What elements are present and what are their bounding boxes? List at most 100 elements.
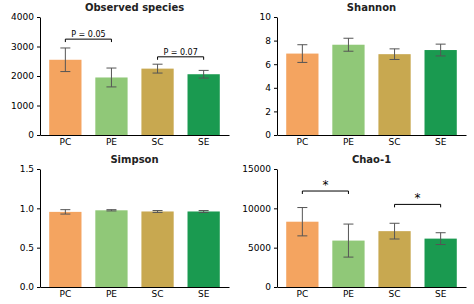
panel: **050001000015000PCPESCSEChao-1 (242, 154, 466, 299)
y-tick: 8 (265, 36, 277, 46)
tick-label: SE (435, 137, 447, 147)
error-bar (343, 224, 353, 257)
plot-area (286, 191, 457, 287)
tick-mark (274, 111, 277, 112)
error-bar (199, 211, 209, 213)
axis-line (278, 135, 467, 136)
tick-label: SE (198, 137, 210, 147)
x-tick: SE (198, 137, 210, 147)
error-bar (106, 68, 116, 87)
bar (141, 211, 173, 287)
error-bar (60, 210, 70, 214)
tick-mark (37, 287, 40, 288)
x-tick: PE (343, 289, 354, 299)
y-tick: 5000 (248, 243, 277, 253)
x-tick: PC (296, 137, 308, 147)
bar (95, 210, 127, 287)
significance-label: P = 0.05 (71, 30, 105, 39)
tick-label: 8 (265, 36, 271, 46)
bracket-labels: ** (322, 178, 420, 205)
bar (188, 74, 220, 135)
tick-label: 0 (265, 282, 271, 292)
panel: 0.0 0.5 1.0 1.5 PC PE SC SE Simpson (20, 154, 230, 299)
y-tick: 1.5 (20, 164, 40, 174)
y-tick: 15000 (242, 164, 277, 174)
bar (188, 211, 220, 287)
tick-mark (274, 169, 277, 170)
axis-line (40, 170, 41, 288)
x-axis: PC PE SC SE (41, 136, 230, 148)
x-axis: PCPESCSE (278, 288, 467, 300)
x-tick: PC (59, 289, 71, 299)
tick-mark (274, 248, 277, 249)
tick-label: PE (343, 137, 354, 147)
tick-label: PC (59, 137, 71, 147)
title: Shannon (347, 2, 396, 13)
x-tick: SE (198, 289, 210, 299)
tick-label: PE (343, 289, 354, 299)
tick-label: 0.0 (20, 282, 35, 292)
y-tick: 10 (260, 12, 277, 22)
tick-mark (37, 248, 40, 249)
y-axis: 050001000015000 (242, 164, 277, 292)
tick-label: 0 (28, 130, 34, 140)
y-tick: 3000 (11, 42, 40, 52)
tick-label: 3000 (11, 42, 34, 52)
x-tick: PE (106, 137, 117, 147)
x-tick: PE (343, 137, 354, 147)
tick-mark (37, 208, 40, 209)
panel: 0246810PCPESCSEShannon (260, 2, 467, 147)
tick-mark (37, 106, 40, 107)
tick-label: SC (152, 137, 164, 147)
axis-line (278, 287, 467, 288)
significance-label: * (322, 178, 328, 192)
significance-bracket (158, 57, 204, 60)
x-tick: SC (389, 289, 401, 299)
significance-label: * (415, 191, 421, 205)
tick-label: 4000 (11, 12, 34, 22)
tick-mark (274, 64, 277, 65)
tick-label: 2000 (11, 71, 34, 81)
tick-label: 0 (265, 130, 271, 140)
error-bar (60, 48, 70, 72)
title: Observed species (85, 2, 184, 13)
tick-label: PE (106, 137, 117, 147)
tick-label: 10 (260, 12, 272, 22)
y-axis: 01000200030004000 (11, 12, 40, 140)
plot-area (49, 210, 220, 287)
tick-mark (274, 208, 277, 209)
tick-mark (274, 287, 277, 288)
y-tick: 2000 (11, 71, 40, 81)
x-tick: PC (59, 137, 71, 147)
tick-mark (274, 41, 277, 42)
tick-label: 4 (265, 83, 271, 93)
tick-label: SC (152, 289, 164, 299)
x-tick: SC (152, 289, 164, 299)
tick-label: PC (296, 137, 308, 147)
error-bar (297, 208, 307, 236)
error-bar (106, 210, 116, 211)
y-tick: 6 (265, 60, 277, 70)
axis-line (40, 18, 41, 136)
error-bar (436, 233, 446, 245)
tick-label: 1.5 (20, 164, 34, 174)
tick-label: SE (435, 289, 447, 299)
bar (49, 212, 81, 287)
error-bar (436, 44, 446, 56)
tick-label: 2 (265, 107, 271, 117)
bar (332, 45, 364, 135)
y-tick: 0 (265, 130, 277, 140)
tick-label: PE (106, 289, 117, 299)
title: Simpson (110, 154, 158, 165)
y-tick: 4000 (11, 12, 40, 22)
x-axis: PC PE SC SE (41, 288, 230, 300)
bar (378, 231, 410, 287)
x-tick: PE (106, 289, 117, 299)
tick-label: 1.0 (20, 204, 35, 214)
x-tick: SE (435, 289, 447, 299)
y-tick: 0.5 (20, 243, 40, 253)
x-tick: SE (435, 137, 447, 147)
y-axis: 0.0 0.5 1.0 1.5 (20, 164, 41, 292)
bar (425, 50, 457, 135)
tick-mark (274, 17, 277, 18)
